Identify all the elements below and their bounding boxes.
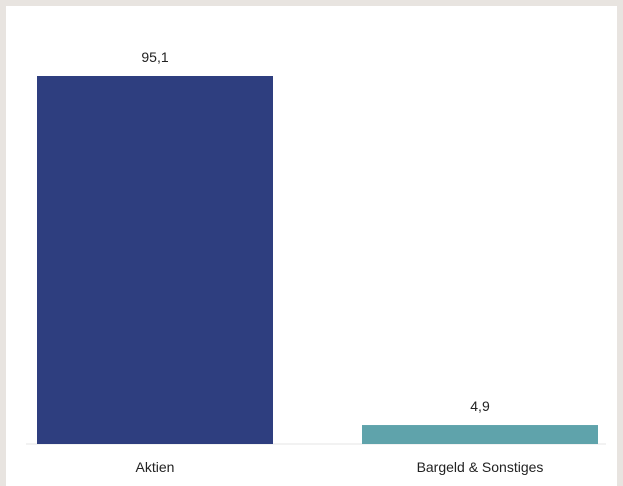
bars-group — [37, 76, 598, 444]
category-labels-group: Aktien Bargeld & Sonstiges — [136, 459, 544, 475]
category-label-aktien: Aktien — [136, 459, 175, 475]
bar-chart: 95,1 4,9 Aktien Bargeld & Sonstiges — [26, 49, 606, 475]
category-label-bargeld-sonstiges: Bargeld & Sonstiges — [417, 459, 544, 475]
chart-frame: 95,1 4,9 Aktien Bargeld & Sonstiges — [6, 6, 617, 486]
bar-bargeld-sonstiges — [362, 425, 598, 444]
value-labels-group: 95,1 4,9 — [141, 49, 490, 414]
bar-aktien — [37, 76, 273, 444]
value-label-bargeld-sonstiges: 4,9 — [470, 398, 490, 414]
value-label-aktien: 95,1 — [141, 49, 168, 65]
